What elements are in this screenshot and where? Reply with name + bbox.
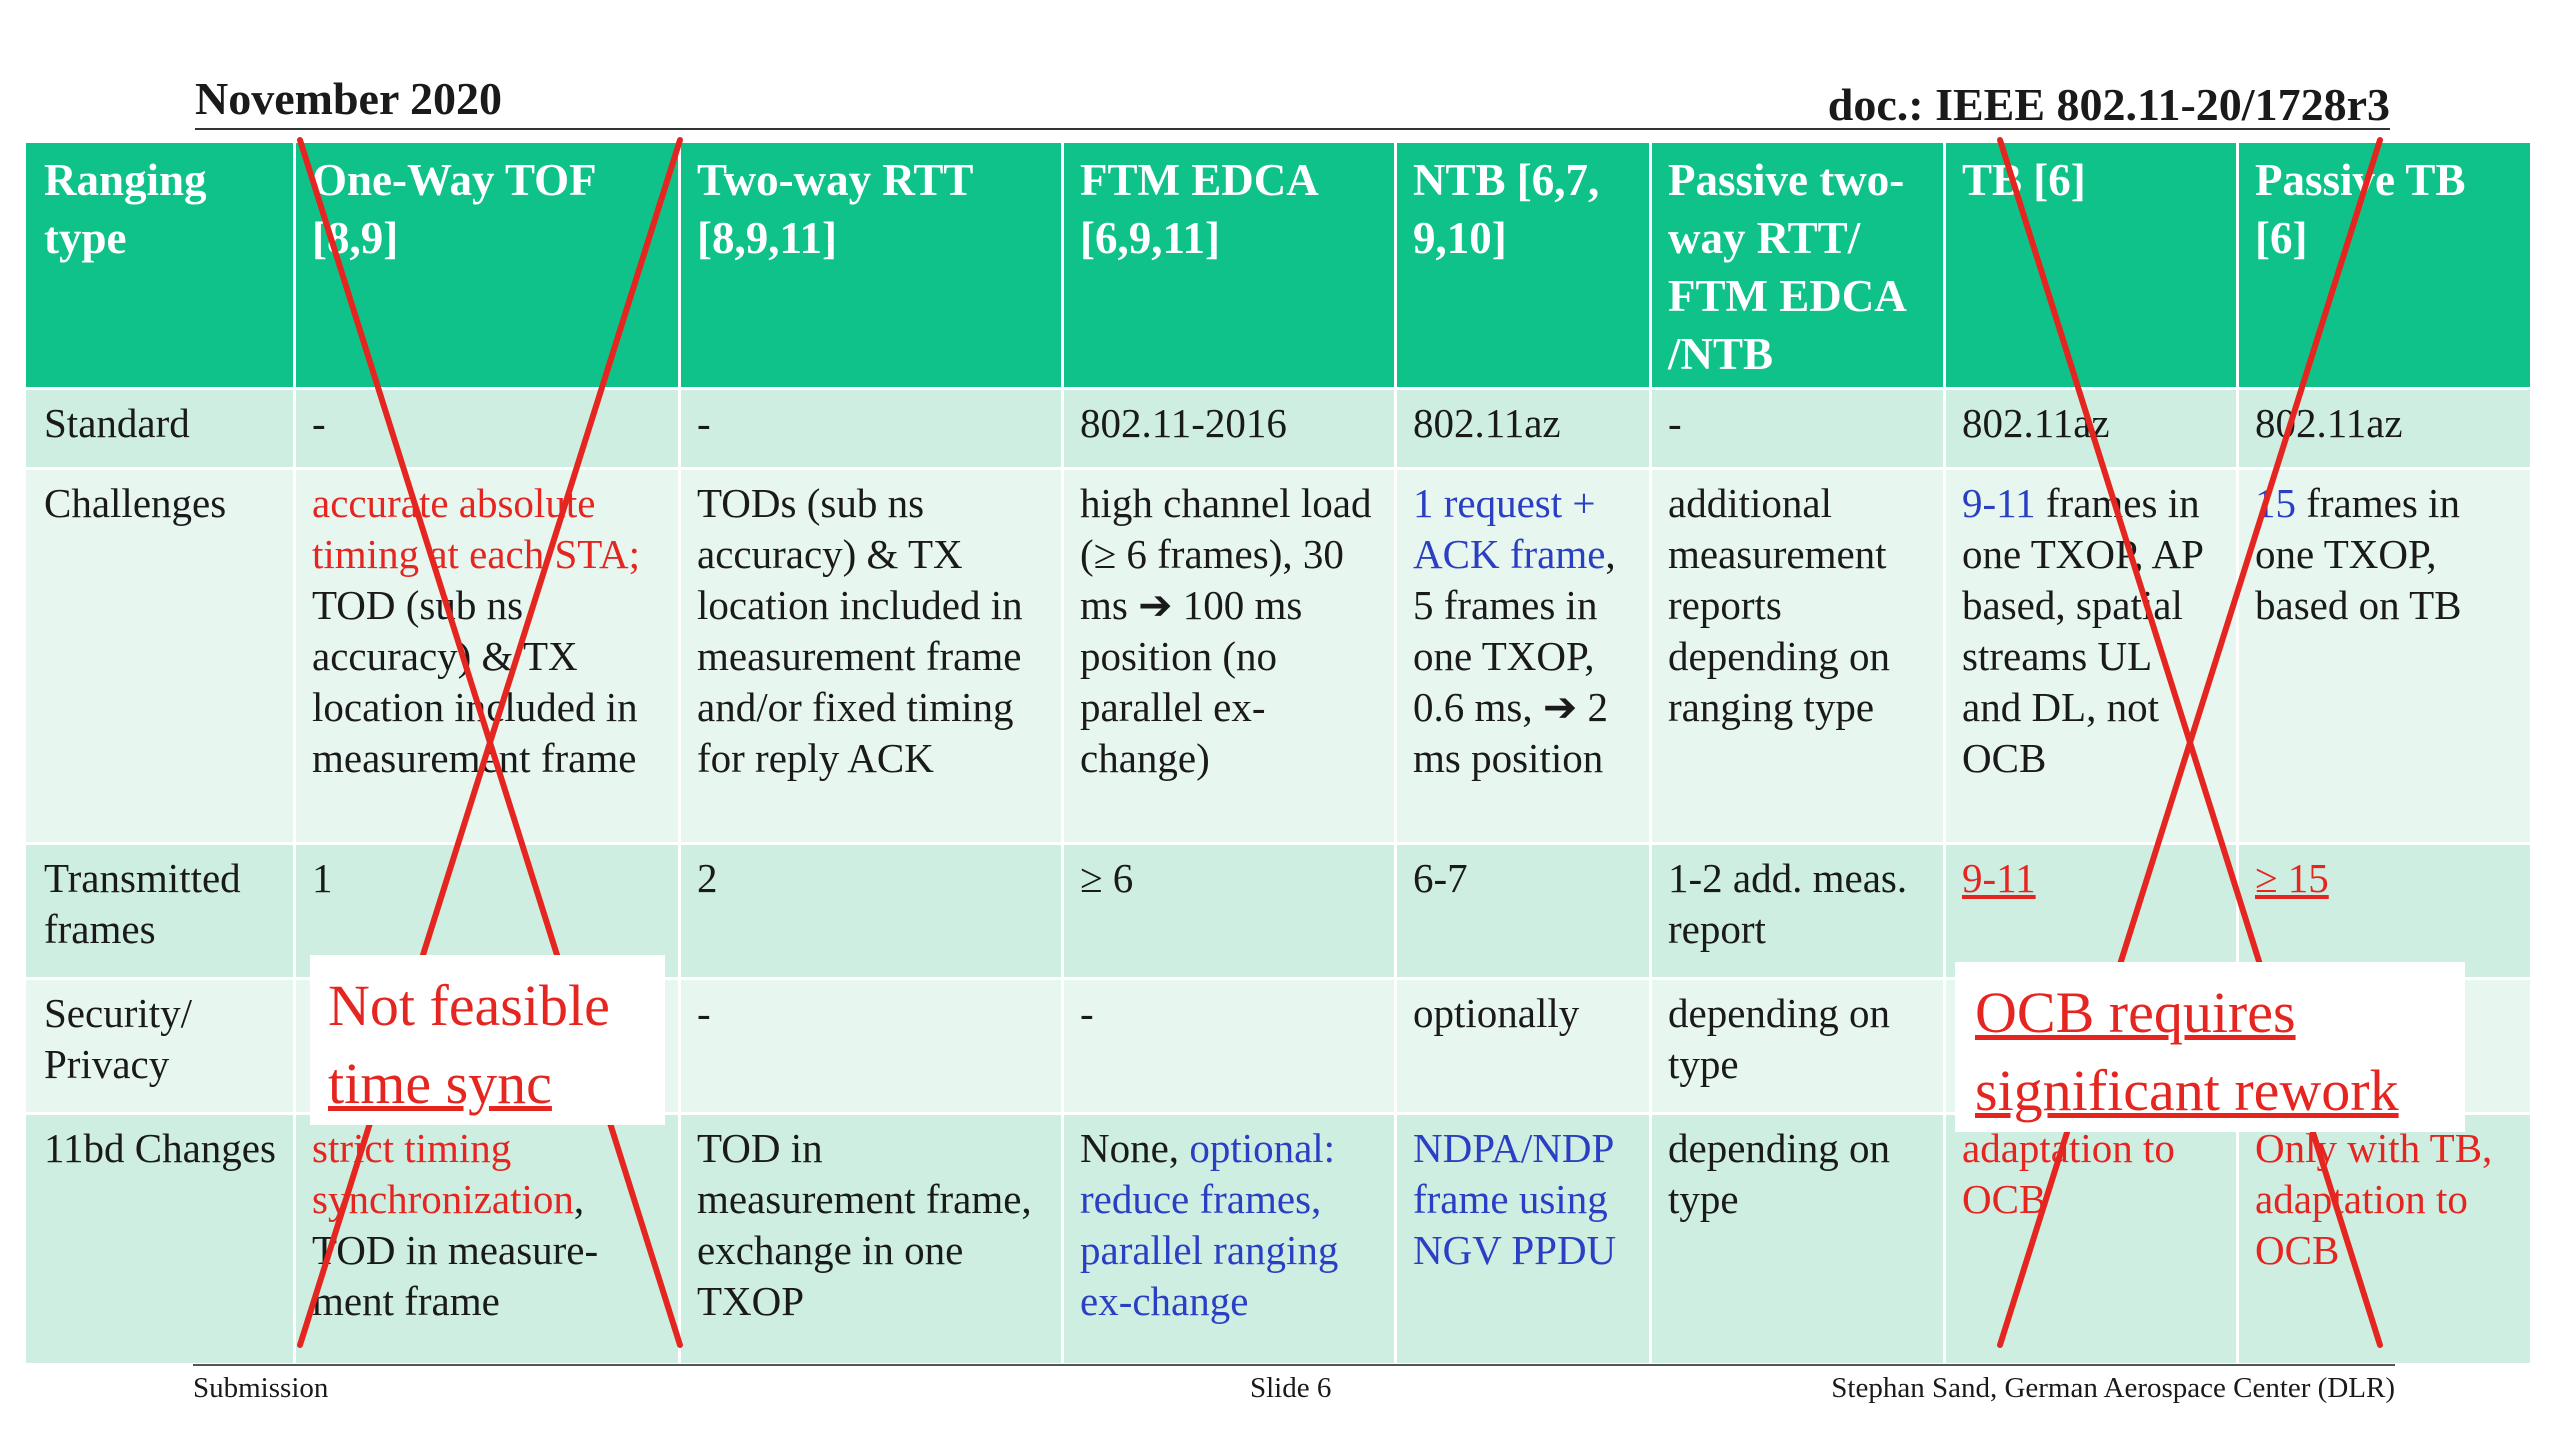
ranging-comparison-table: Ranging type One-Way TOF [8,9] Two-way R… (26, 143, 2530, 1363)
changes-red-text: strict timing synchronization (312, 1125, 574, 1222)
header-doc-id: doc.: IEEE 802.11-20/1728r3 (1827, 79, 2390, 130)
column-divider (1394, 143, 1397, 1363)
challenges-cell: 9-11 frames in one TXOP, AP based, spati… (1944, 468, 2237, 843)
changes-cell: None, optional: reduce frames, parallel … (1062, 1113, 1395, 1363)
challenge-blue-text: 9-11 (1962, 480, 2036, 526)
header-ranging-type: Ranging type (26, 143, 294, 388)
security-cell: depending on type (1650, 978, 1944, 1113)
row-label-security-privacy: Security/ Privacy (26, 978, 294, 1113)
changes-cell: NDPA/NDP frame using NGV PPDU (1395, 1113, 1650, 1363)
frames-cell: ≥ 6 (1062, 843, 1395, 978)
changes-cell: TOD in measurement frame, exchange in on… (679, 1113, 1062, 1363)
changes-text: None, (1080, 1125, 1190, 1171)
frames-red-link-text: 9-11 (1962, 855, 2036, 901)
standard-cell: - (1650, 388, 1944, 468)
row-divider (26, 1112, 2530, 1115)
header-passive-two-way: Passive two-way RTT/ FTM EDCA /NTB (1650, 143, 1944, 388)
row-label-challenges: Challenges (26, 468, 294, 843)
challenges-cell: accurate absolute timing at each STA; TOD… (294, 468, 679, 843)
challenges-cell: 15 frames in one TXOP, based on TB (2237, 468, 2530, 843)
challenges-cell: additional measurement reports depending… (1650, 468, 1944, 843)
changes-cell: Only with TB, adaptation to OCB (2237, 1113, 2530, 1363)
header-ntb: NTB [6,7, 9,10] (1395, 143, 1650, 388)
callout-line: Not feasible (328, 973, 610, 1038)
header-tb: TB [6] (1944, 143, 2237, 388)
footer-divider (193, 1364, 2395, 1366)
row-divider (26, 387, 2530, 390)
header-two-way-rtt: Two-way RTT [8,9,11] (679, 143, 1062, 388)
challenge-blue-text: 1 request + ACK frame (1413, 480, 1606, 577)
standard-cell: 802.11az (2237, 388, 2530, 468)
row-divider (26, 842, 2530, 845)
footer-submission: Submission (193, 1372, 329, 1404)
column-divider (1061, 143, 1064, 1363)
callout-ocb-rework: OCB requires significant rework (1955, 962, 2465, 1132)
security-cell: - (679, 978, 1062, 1113)
security-cell: - (1062, 978, 1395, 1113)
frames-cell: 9-11 (1944, 843, 2237, 978)
standard-cell: 802.11az (1395, 388, 1650, 468)
challenge-red-text: accurate absolute timing at each STA; (312, 480, 641, 577)
callout-line: time sync (328, 1051, 552, 1116)
changes-cell: depending on type (1650, 1113, 1944, 1363)
column-divider (678, 143, 681, 1363)
challenges-cell: TODs (sub ns accuracy) & TX location inc… (679, 468, 1062, 843)
standard-cell: - (679, 388, 1062, 468)
frames-cell: ≥ 15 (2237, 843, 2530, 978)
standard-cell: 802.11az (1944, 388, 2237, 468)
callout-line: OCB requires (1975, 980, 2296, 1045)
challenges-cell: high channel load (≥ 6 frames), 30 ms ➔ … (1062, 468, 1395, 843)
changes-cell: strict timing synchronization, TOD in me… (294, 1113, 679, 1363)
changes-red-text: adaptation to OCB (1962, 1125, 2175, 1222)
frames-cell: 2 (679, 843, 1062, 978)
standard-cell: - (294, 388, 679, 468)
challenges-cell: 1 request + ACK frame, 5 frames in one T… (1395, 468, 1650, 843)
challenge-text: , 5 frames in one TXOP, 0.6 ms, ➔ 2 ms p… (1413, 531, 1616, 781)
changes-cell: adaptation to OCB (1944, 1113, 2237, 1363)
changes-blue-text: optional: reduce frames, parallel rangin… (1080, 1125, 1339, 1324)
challenge-blue-text: 15 (2255, 480, 2296, 526)
challenge-text: TOD (sub ns accuracy) & TX location incl… (312, 582, 638, 781)
footer-slide-number: Slide 6 (1250, 1372, 1332, 1404)
callout-line: significant rework (1975, 1058, 2399, 1123)
frames-red-link-text: ≥ 15 (2255, 855, 2329, 901)
row-label-standard: Standard (26, 388, 294, 468)
changes-blue-text: NDPA/NDP frame using NGV PPDU (1413, 1125, 1617, 1273)
header-divider (195, 128, 2390, 130)
column-divider (293, 143, 296, 1363)
header-one-way-tof: One-Way TOF [8,9] (294, 143, 679, 388)
row-divider (26, 977, 2530, 980)
header-date: November 2020 (195, 73, 503, 124)
footer-author: Stephan Sand, German Aerospace Center (D… (1831, 1372, 2395, 1404)
row-label-transmitted-frames: Transmitted frames (26, 843, 294, 978)
column-divider (2236, 143, 2239, 1363)
row-label-11bd-changes: 11bd Changes (26, 1113, 294, 1363)
frames-cell: 1-2 add. meas. report (1650, 843, 1944, 978)
column-divider (1943, 143, 1946, 1363)
standard-cell: 802.11-2016 (1062, 388, 1395, 468)
row-divider (26, 467, 2530, 470)
header-passive-tb: Passive TB [6] (2237, 143, 2530, 388)
callout-not-feasible: Not feasible time sync (310, 955, 665, 1125)
column-divider (1649, 143, 1652, 1363)
frames-cell: 6-7 (1395, 843, 1650, 978)
changes-red-text: Only with TB, adaptation to OCB (2255, 1125, 2493, 1273)
security-cell: optionally (1395, 978, 1650, 1113)
header-ftm-edca: FTM EDCA [6,9,11] (1062, 143, 1395, 388)
